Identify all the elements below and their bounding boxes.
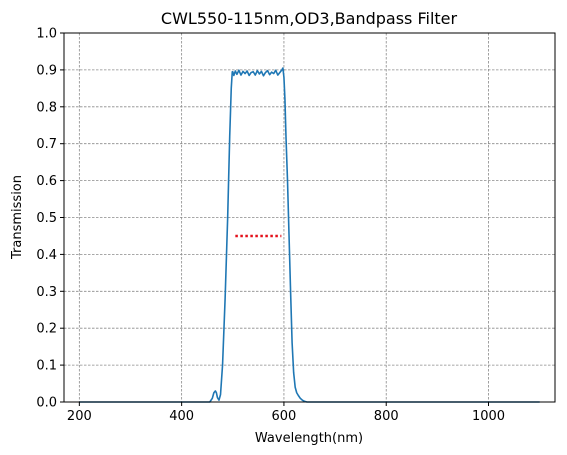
x-tick-label: 600 xyxy=(272,409,297,424)
y-tick-label: 0.6 xyxy=(36,174,57,189)
x-axis-label: Wavelength(nm) xyxy=(255,431,363,446)
y-tick-label: 0.7 xyxy=(36,137,57,152)
y-tick-label: 0.3 xyxy=(36,285,57,300)
grid-lines xyxy=(64,32,555,403)
y-axis-label: Transmission xyxy=(10,175,25,260)
y-axis-ticks: 0.0 0.1 0.2 0.3 0.4 0.5 0.6 0.7 0.8 0.9 1.0 xyxy=(36,27,64,411)
x-tick-label: 200 xyxy=(67,409,92,424)
y-tick-label: 0.1 xyxy=(36,359,57,374)
x-tick-label: 400 xyxy=(169,409,194,424)
x-tick-label: 800 xyxy=(374,409,399,424)
y-tick-label: 0.5 xyxy=(36,211,57,226)
data-series xyxy=(79,67,540,403)
y-tick-label: 0.9 xyxy=(36,63,57,78)
x-axis-ticks: 200 400 600 800 1000 xyxy=(67,402,505,424)
y-tick-label: 0.8 xyxy=(36,100,57,115)
y-tick-label: 0.0 xyxy=(36,396,57,411)
transmission-curve xyxy=(79,67,540,403)
y-tick-label: 0.2 xyxy=(36,322,57,337)
y-tick-label: 0.4 xyxy=(36,248,57,263)
y-tick-label: 1.0 xyxy=(36,27,57,42)
chart-title: CWL550-115nm,OD3,Bandpass Filter xyxy=(161,9,458,28)
x-tick-label: 1000 xyxy=(472,409,505,424)
